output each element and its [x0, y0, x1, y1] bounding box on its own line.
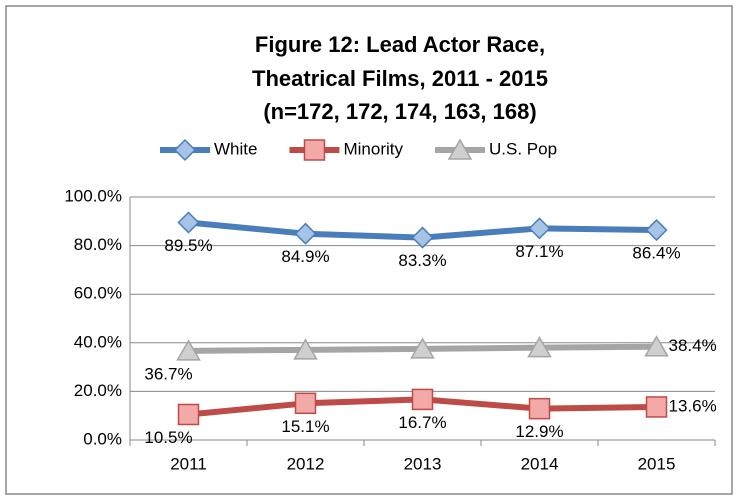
x-tick-label: 2013 [404, 454, 442, 473]
data-label: 36.7% [144, 364, 192, 383]
x-tick-label: 2011 [170, 454, 207, 473]
data-label: 86.4% [632, 244, 680, 263]
x-tick-label: 2014 [521, 454, 559, 473]
data-label: 38.4% [669, 336, 717, 355]
y-tick-label: 40.0% [74, 332, 122, 351]
marker [644, 335, 669, 357]
chart-title: Figure 12: Lead Actor Race, [255, 32, 545, 57]
marker [177, 403, 200, 426]
legend-label: Minority [343, 139, 403, 158]
data-label: 15.1% [281, 417, 329, 436]
marker [294, 392, 317, 415]
data-label: 10.5% [144, 428, 192, 447]
legend-label: U.S. Pop [489, 139, 557, 158]
y-tick-label: 20.0% [74, 381, 122, 400]
legend-label: White [214, 139, 257, 158]
marker [410, 337, 435, 359]
data-label: 83.3% [398, 251, 446, 270]
data-label: 16.7% [398, 413, 446, 432]
marker [411, 226, 434, 249]
marker [177, 211, 200, 234]
marker [411, 388, 434, 411]
chart-title: (n=172, 172, 174, 163, 168) [263, 99, 536, 124]
marker [176, 339, 201, 361]
legend-marker [447, 138, 473, 160]
chart-title: Theatrical Films, 2011 - 2015 [252, 66, 548, 91]
data-label: 87.1% [515, 242, 563, 261]
x-tick-label: 2012 [287, 454, 325, 473]
marker [645, 396, 668, 418]
legend-marker [303, 139, 326, 161]
marker [645, 218, 668, 242]
marker [294, 222, 317, 245]
marker [527, 336, 552, 358]
marker [528, 217, 551, 240]
data-label: 12.9% [515, 422, 563, 441]
marker [293, 338, 318, 360]
y-tick-label: 0.0% [83, 429, 122, 448]
y-tick-label: 100.0% [64, 186, 122, 205]
data-label: 89.5% [164, 236, 212, 255]
data-label: 13.6% [669, 396, 717, 415]
chart-border [5, 5, 733, 495]
marker [528, 397, 551, 420]
x-tick-label: 2015 [638, 454, 676, 473]
y-tick-label: 80.0% [74, 235, 122, 254]
y-tick-label: 60.0% [74, 284, 122, 303]
legend-marker [173, 138, 197, 162]
data-label: 84.9% [281, 247, 329, 266]
